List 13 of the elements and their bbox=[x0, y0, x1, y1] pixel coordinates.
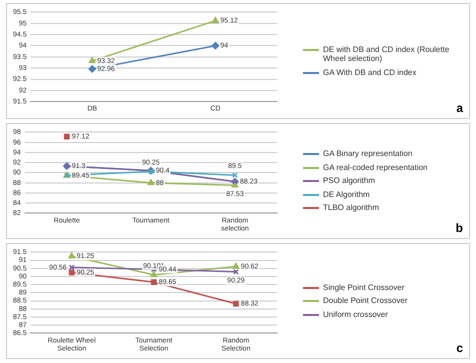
legend-label: PSO algorithm bbox=[323, 176, 376, 186]
legend-label: Single Point Crossover bbox=[323, 282, 404, 292]
legend-label: Uniform crossover bbox=[323, 310, 388, 320]
legend-label: GA With DB and CD index bbox=[323, 68, 416, 78]
text: b bbox=[456, 221, 463, 235]
legend-label: DE with DB and CD index (Roulette Wheel selection) bbox=[323, 44, 450, 64]
legend-label: DE Algorithm bbox=[323, 190, 370, 200]
text: a bbox=[456, 101, 463, 115]
text: c bbox=[456, 341, 463, 355]
legend-label: GA Binary representation bbox=[323, 149, 412, 159]
legend-label: GA real-coded representation bbox=[323, 162, 428, 172]
legend-label: TLBO algorithm bbox=[323, 203, 380, 213]
legend-label: Double Point Crossover bbox=[323, 296, 408, 306]
